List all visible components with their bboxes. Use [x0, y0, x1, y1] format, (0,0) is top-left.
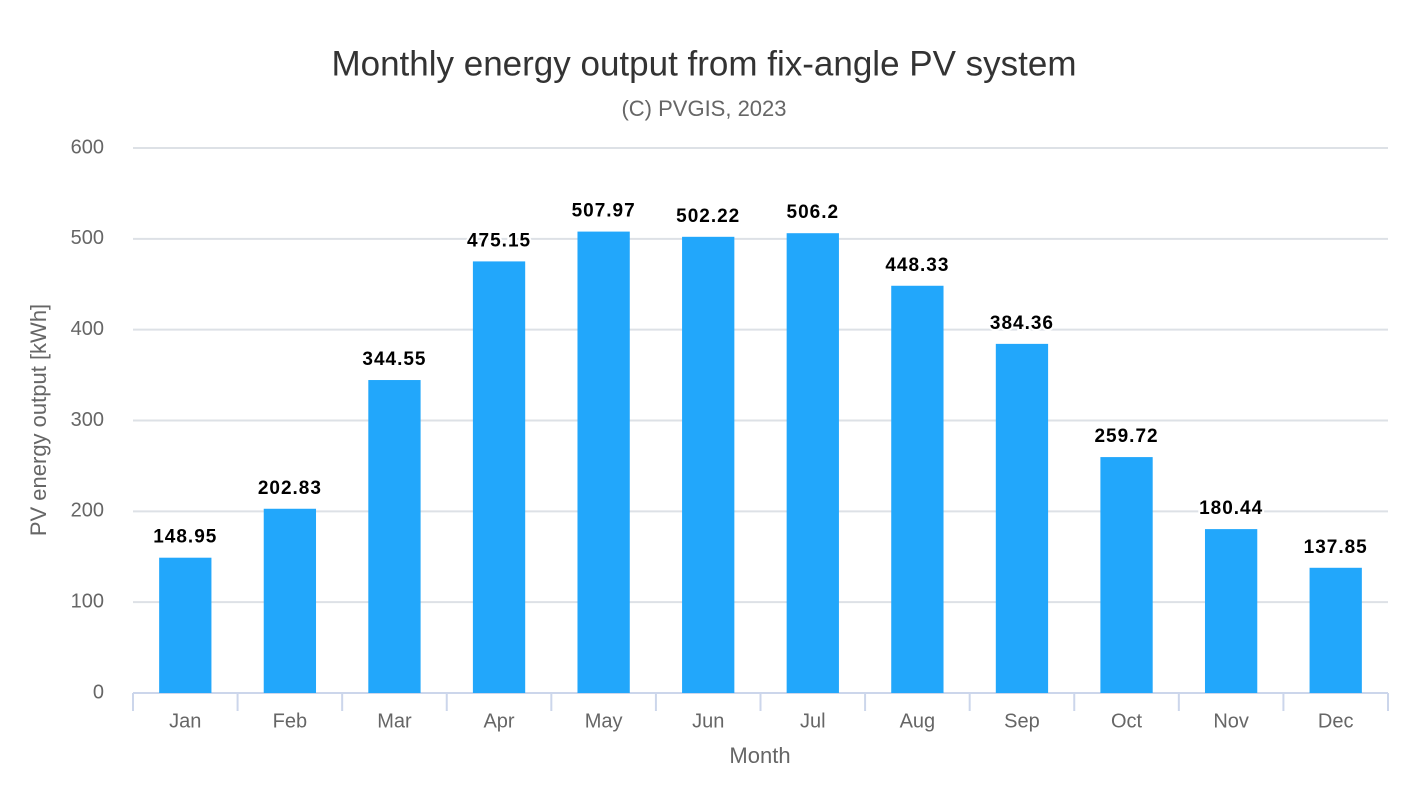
data-label: 344.55: [362, 349, 426, 370]
bar: [1309, 567, 1362, 693]
bar: [263, 508, 317, 693]
x-tick-label: May: [585, 710, 623, 732]
bar: [682, 236, 735, 693]
bar: [995, 343, 1049, 693]
x-tick-label: Jun: [692, 710, 724, 732]
y-tick-label: 500: [71, 227, 104, 249]
chart-subtitle: (C) PVGIS, 2023: [621, 96, 786, 121]
bar: [159, 557, 212, 693]
data-label: 148.95: [153, 527, 217, 548]
data-label: 137.85: [1304, 537, 1368, 558]
y-tick-label: 0: [93, 681, 104, 703]
bar: [1100, 457, 1153, 693]
bar: [891, 285, 944, 693]
bar: [577, 231, 630, 693]
data-label: 384.36: [990, 313, 1054, 334]
y-tick-label: 300: [71, 409, 104, 431]
y-axis-label: PV energy output [kWh]: [26, 304, 51, 536]
bar: [472, 261, 526, 693]
x-tick-label: Aug: [900, 710, 936, 732]
bar: [786, 233, 839, 693]
y-tick-label: 100: [71, 590, 104, 612]
bar: [1204, 529, 1258, 693]
x-tick-label: Apr: [483, 710, 514, 732]
bar: [368, 380, 421, 693]
x-tick-label: Jul: [800, 710, 826, 732]
x-tick-label: Dec: [1318, 710, 1354, 732]
x-tick-label: Mar: [377, 710, 412, 732]
data-label: 448.33: [885, 255, 949, 276]
x-tick-label: Feb: [273, 710, 307, 732]
data-label: 180.44: [1199, 498, 1263, 519]
data-label: 502.22: [676, 206, 740, 227]
data-label: 506.2: [787, 202, 840, 223]
chart-title: Monthly energy output from fix-angle PV …: [331, 44, 1076, 83]
data-label: 202.83: [258, 478, 322, 499]
x-tick-label: Oct: [1111, 710, 1143, 732]
data-label: 475.15: [467, 230, 531, 251]
data-label: 507.97: [572, 201, 636, 222]
x-tick-label: Sep: [1004, 710, 1040, 732]
y-tick-label: 200: [71, 500, 104, 522]
x-tick-label: Nov: [1213, 710, 1249, 732]
y-tick-label: 400: [71, 318, 104, 340]
y-tick-label: 600: [71, 136, 104, 158]
x-tick-label: Jan: [169, 710, 201, 732]
x-axis-label: Month: [729, 743, 790, 768]
data-label: 259.72: [1094, 426, 1158, 447]
